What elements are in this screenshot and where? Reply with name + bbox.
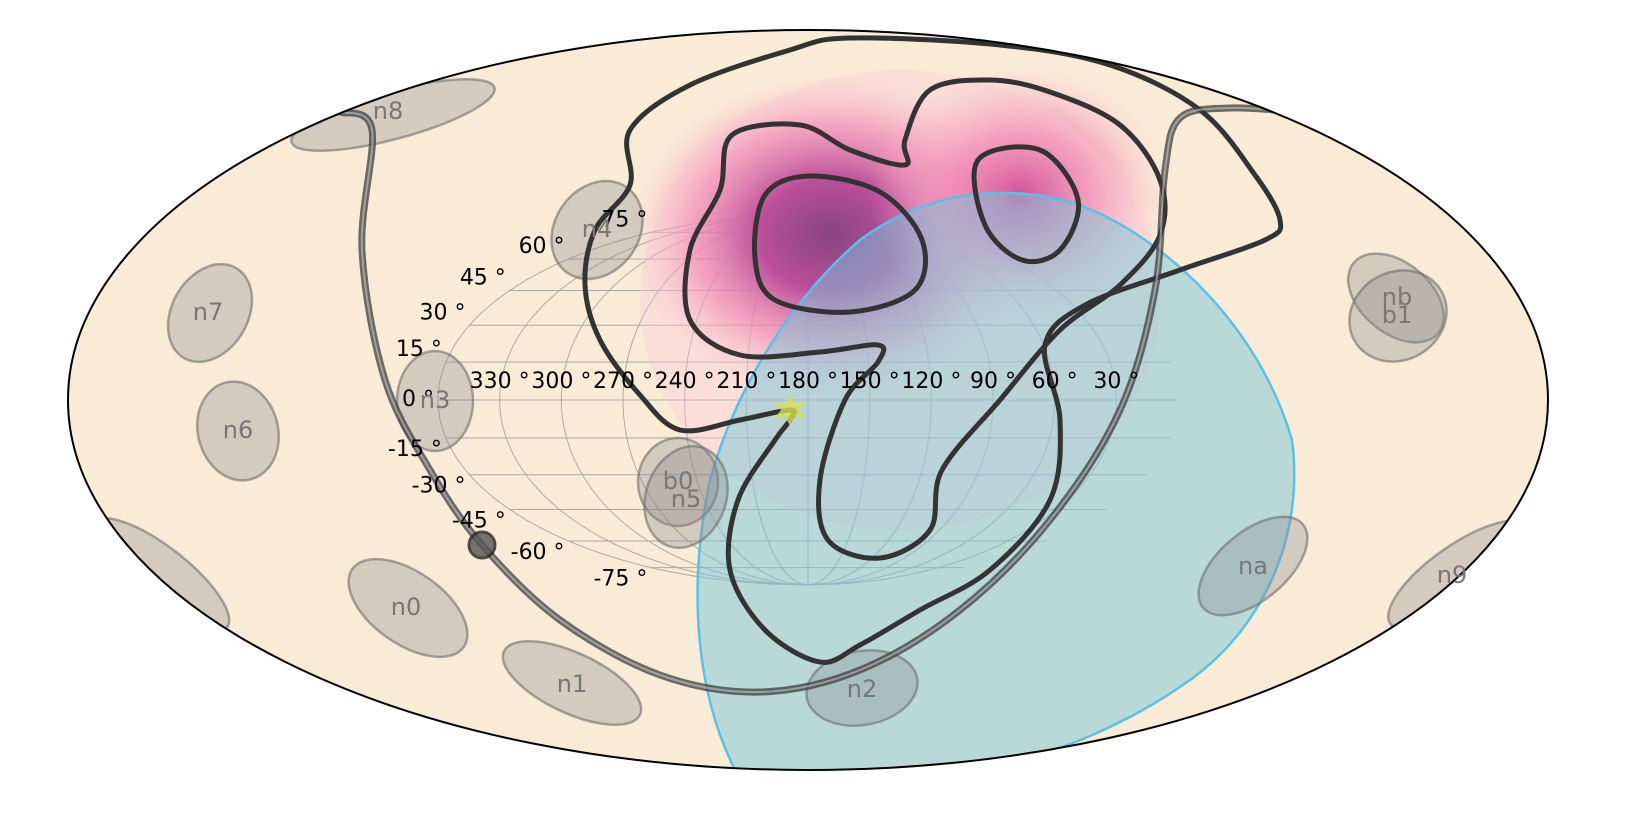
detector-region	[501, 639, 643, 727]
detector-region	[636, 436, 720, 528]
detector-label: n6	[223, 416, 253, 444]
latitude-label: 60 °	[519, 234, 565, 259]
detector-label: n2	[847, 675, 877, 703]
latitude-label: -30 °	[412, 474, 466, 499]
latitude-label: 75 °	[601, 207, 647, 232]
detector-label: b1	[1382, 301, 1413, 329]
detector-label: n4	[582, 215, 612, 243]
longitude-label: 90 °	[970, 369, 1016, 394]
longitude-label: 30 °	[1093, 369, 1139, 394]
detector-region	[805, 649, 919, 727]
map-border	[67, 29, 1549, 771]
detector-label: b0	[663, 467, 694, 495]
sun-position	[774, 395, 806, 426]
longitude-label: 240 °	[655, 369, 715, 394]
detector-label: n0	[391, 593, 421, 621]
detector-region	[395, 349, 475, 453]
probability-contour	[752, 173, 929, 315]
longitude-label: 60 °	[1032, 369, 1078, 394]
longitude-label: 330 °	[470, 369, 530, 394]
latitude-label: -60 °	[511, 540, 565, 565]
detector-label: n3	[420, 386, 450, 414]
detector-region	[1197, 515, 1309, 617]
latitude-label: -45 °	[452, 509, 506, 534]
detector-label: n1	[557, 670, 587, 698]
earth-center	[467, 530, 497, 560]
latitude-label: 15 °	[396, 337, 442, 362]
longitude-label: 180 °	[778, 369, 838, 394]
latitude-label: 45 °	[460, 265, 506, 290]
detector-label: n9	[1437, 561, 1467, 589]
latitude-label: -75 °	[593, 567, 647, 592]
longitude-label: 210 °	[716, 369, 776, 394]
detector-region	[643, 445, 729, 549]
latitude-label: 0 °	[402, 387, 434, 412]
detector-label: na	[1238, 552, 1268, 580]
detector-region	[1348, 269, 1448, 363]
earth-limb-track	[339, 106, 1301, 694]
detector-region	[1346, 252, 1446, 344]
detector-label: n8	[373, 97, 403, 125]
detector-region	[166, 262, 254, 364]
probability-contour	[971, 144, 1082, 265]
detector-label: nb	[1382, 283, 1412, 311]
detector-region	[347, 557, 469, 659]
detector-label: n5	[671, 485, 701, 513]
longitude-label: 120 °	[901, 369, 961, 394]
detector-region	[196, 380, 280, 482]
latitude-label: -15 °	[388, 437, 442, 462]
longitude-label: 300 °	[531, 369, 591, 394]
probability-contour	[682, 77, 1168, 561]
detector-label: n7	[193, 298, 223, 326]
probability-contour	[582, 35, 1284, 665]
longitude-label: 270 °	[593, 369, 653, 394]
longitude-label: 150 °	[840, 369, 900, 394]
latitude-label: 30 °	[420, 300, 466, 325]
